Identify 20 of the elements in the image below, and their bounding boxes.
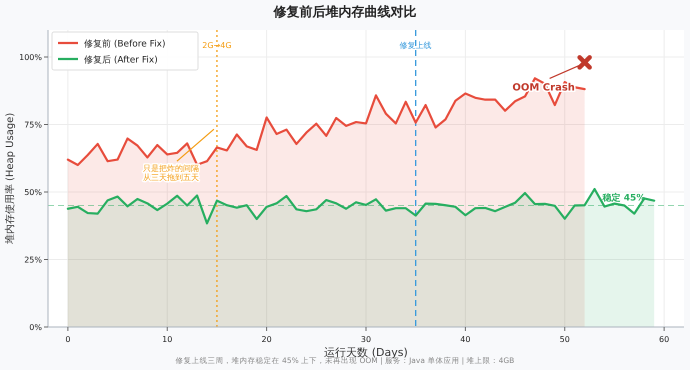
y-tick-label: 75% <box>24 120 42 130</box>
x-tick-label: 60 <box>659 335 670 344</box>
y-tick-label: 100% <box>19 53 42 62</box>
annotation: 只是把炸的间隔从三天拖到五天 <box>142 164 199 182</box>
x-tick-label: 0 <box>65 335 70 344</box>
x-tick-label: 50 <box>560 335 570 344</box>
x-tick-label: 40 <box>460 335 470 344</box>
y-tick-label: 0% <box>29 323 42 332</box>
chart-title: 修复前后堆内存曲线对比 <box>272 4 416 20</box>
x-tick-label: 30 <box>360 335 372 344</box>
x-tick-label: 10 <box>162 335 172 344</box>
ref-line-label: 修复上线 <box>400 41 432 50</box>
y-axis-title: 堆内存使用率 (Heap Usage) <box>4 112 16 246</box>
x-axis-title: 运行天数 (Days) <box>324 346 408 359</box>
legend-label: 修复前 (Before Fix) <box>84 38 166 50</box>
legend-label: 修复后 (After Fix) <box>84 54 158 66</box>
ref-line-label: 2G→4G <box>202 41 232 50</box>
y-tick-label: 50% <box>24 188 42 197</box>
y-tick-label: 25% <box>24 256 42 264</box>
x-tick-label: 20 <box>262 335 272 344</box>
